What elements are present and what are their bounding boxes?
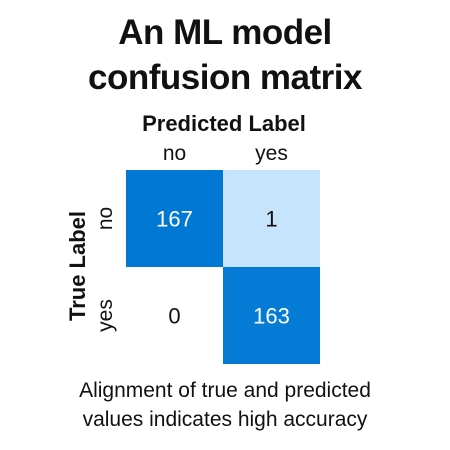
matrix-cell-no-no — [126, 170, 223, 267]
y-tick-label-yes: yes — [94, 299, 117, 332]
x-tick-label-yes: yes — [255, 142, 288, 165]
x-axis-label: Predicted Label — [142, 111, 306, 136]
chart-title-line-1: An ML model — [118, 13, 332, 52]
chart-caption-line-2: values indicates high accuracy — [82, 408, 368, 431]
y-axis-label: True Label — [65, 211, 90, 321]
chart-caption-line-1: Alignment of true and predicted — [79, 379, 371, 402]
matrix-value-yes-yes: 163 — [253, 304, 290, 329]
chart-title: An ML model confusion matrix — [0, 10, 450, 100]
matrix-cell-no-yes — [223, 170, 320, 267]
chart-title-line-2: confusion matrix — [88, 58, 362, 97]
chart-caption: Alignment of true and predicted values i… — [0, 376, 450, 434]
matrix-value-yes-no: 0 — [168, 304, 180, 329]
x-tick-label-no: no — [163, 142, 186, 165]
matrix-cell-yes-no — [126, 267, 223, 364]
matrix-value-no-no: 167 — [156, 207, 193, 232]
matrix-cell-yes-yes — [223, 267, 320, 364]
y-tick-label-no: no — [94, 207, 117, 230]
confusion-matrix: Predicted Label True Label 167 1 0 163 no ye… — [65, 111, 320, 364]
matrix-value-no-yes: 1 — [265, 207, 277, 232]
